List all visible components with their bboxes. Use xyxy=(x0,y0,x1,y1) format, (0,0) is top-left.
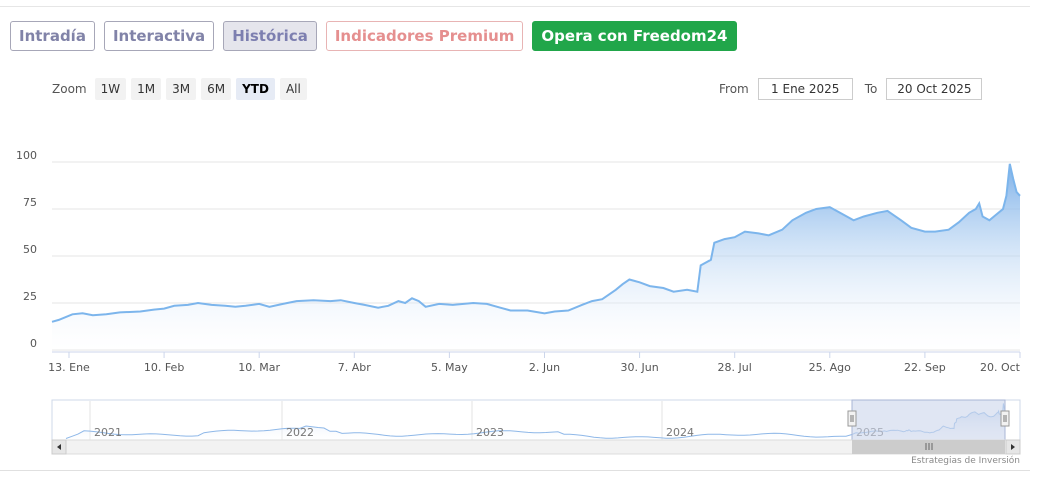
from-label: From xyxy=(719,82,749,96)
navigator-right-handle[interactable] xyxy=(1000,410,1010,427)
navigator-selected-range[interactable] xyxy=(851,399,1006,441)
y-tick-label: 25 xyxy=(23,290,37,303)
x-tick-label: 25. Ago xyxy=(809,361,851,374)
x-tick-label: 13. Ene xyxy=(48,361,90,374)
scroll-left-arrow-icon[interactable] xyxy=(51,439,67,455)
date-range: From 1 Ene 2025 To 20 Oct 2025 xyxy=(719,78,983,100)
x-axis-labels: 13. Ene 10. Feb 10. Mar 7. Abr 5. May 2. Jun 3… xyxy=(48,351,1021,374)
x-tick-label: 2. Jun xyxy=(529,361,560,374)
price-line xyxy=(51,163,1021,323)
navigator-year-label: 2023 xyxy=(476,426,504,439)
range-navigator[interactable]: 20212022202320242025 xyxy=(0,395,1030,457)
x-tick-label: 22. Sep xyxy=(904,361,946,374)
y-tick-label: 0 xyxy=(30,337,37,350)
x-tick-label: 7. Abr xyxy=(338,361,371,374)
navigator-year-label: 2024 xyxy=(666,426,694,439)
x-tick-label: 28. Jul xyxy=(718,361,752,374)
zoom-ytd-button[interactable]: YTD xyxy=(236,78,275,100)
bottom-divider xyxy=(0,470,1030,471)
tab-intradia[interactable]: Intradía xyxy=(10,21,95,51)
scroll-right-arrow-icon[interactable] xyxy=(1005,439,1021,455)
navigator-year-label: 2021 xyxy=(94,426,122,439)
navigator-area xyxy=(66,403,1005,440)
tab-interactiva[interactable]: Interactiva xyxy=(103,21,215,51)
from-date-input[interactable]: 1 Ene 2025 xyxy=(757,78,853,100)
navigator-scrollbar[interactable] xyxy=(51,439,1021,455)
navigator-left-handle[interactable] xyxy=(847,410,857,427)
to-date-input[interactable]: 20 Oct 2025 xyxy=(886,78,983,100)
x-tick-label: 20. Oct xyxy=(980,361,1021,374)
price-chart: 0 25 50 75 100 13. Ene 10. Feb 10. Mar 7. Abr 5.… xyxy=(16,149,1021,374)
opera-freedom24-button[interactable]: Opera con Freedom24 xyxy=(532,21,737,51)
price-area xyxy=(52,163,1020,350)
x-tick-label: 5. May xyxy=(431,361,468,374)
y-tick-label: 75 xyxy=(23,196,37,209)
to-label: To xyxy=(864,82,878,96)
top-divider xyxy=(0,6,1030,7)
zoom-all-button[interactable]: All xyxy=(279,78,307,100)
x-tick-label: 30. Jun xyxy=(620,361,658,374)
zoom-3m-button[interactable]: 3M xyxy=(166,78,197,100)
zoom-1m-button[interactable]: 1M xyxy=(131,78,162,100)
zoom-6m-button[interactable]: 6M xyxy=(201,78,232,100)
y-tick-label: 100 xyxy=(16,149,37,162)
view-tabs: Intradía Interactiva Histórica Indicador… xyxy=(10,21,737,51)
zoom-1w-button[interactable]: 1W xyxy=(94,78,127,100)
tab-historica[interactable]: Histórica xyxy=(223,21,317,51)
tab-indicadores-premium[interactable]: Indicadores Premium xyxy=(325,21,524,51)
y-axis-labels: 0 25 50 75 100 xyxy=(16,149,37,350)
y-tick-label: 50 xyxy=(23,243,37,256)
zoom-label: Zoom xyxy=(52,82,87,96)
navigator-year-label: 2022 xyxy=(286,426,314,439)
chart-credit: Estrategias de Inversión xyxy=(911,456,1020,466)
x-tick-label: 10. Feb xyxy=(144,361,184,374)
x-tick-label: 10. Mar xyxy=(238,361,280,374)
zoom-selector: Zoom 1W 1M 3M 6M YTD All xyxy=(52,78,307,100)
